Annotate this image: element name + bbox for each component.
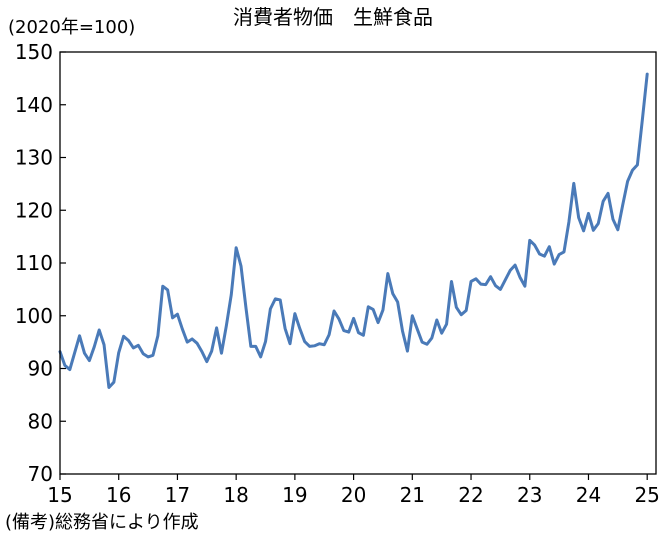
y-axis-ticks: 70 80 90 100 110 120 130 140 150 xyxy=(15,40,66,486)
y-tick-label: 140 xyxy=(15,93,53,117)
x-tick-label: 22 xyxy=(458,483,483,507)
x-axis-ticks: 15 16 17 18 19 20 21 22 23 24 25 xyxy=(47,474,660,507)
y-tick-label: 110 xyxy=(15,251,53,275)
x-tick-label: 25 xyxy=(634,483,659,507)
y-tick-label: 120 xyxy=(15,198,53,222)
plot-area: 70 80 90 100 110 120 130 140 150 15 16 17 18 19 20 21 2… xyxy=(15,40,660,507)
x-tick-label: 15 xyxy=(47,483,72,507)
unit-label: (2020年=100) xyxy=(8,17,135,38)
y-tick-label: 70 xyxy=(28,462,53,486)
y-tick-label: 150 xyxy=(15,40,53,64)
x-tick-label: 24 xyxy=(576,483,601,507)
y-tick-label: 90 xyxy=(28,357,53,381)
chart-title: 消費者物価 生鮮食品 xyxy=(233,5,433,29)
x-tick-label: 23 xyxy=(517,483,542,507)
x-tick-label: 19 xyxy=(282,483,307,507)
x-tick-label: 20 xyxy=(341,483,366,507)
series-line xyxy=(58,72,649,389)
x-tick-label: 16 xyxy=(106,483,131,507)
y-tick-label: 100 xyxy=(15,304,53,328)
x-tick-label: 21 xyxy=(400,483,425,507)
plot-frame xyxy=(59,51,657,475)
y-tick-label: 80 xyxy=(28,409,53,433)
x-tick-label: 17 xyxy=(165,483,190,507)
x-tick-label: 18 xyxy=(223,483,248,507)
y-tick-label: 130 xyxy=(15,146,53,170)
source-note: (備考)総務省により作成 xyxy=(5,512,199,533)
